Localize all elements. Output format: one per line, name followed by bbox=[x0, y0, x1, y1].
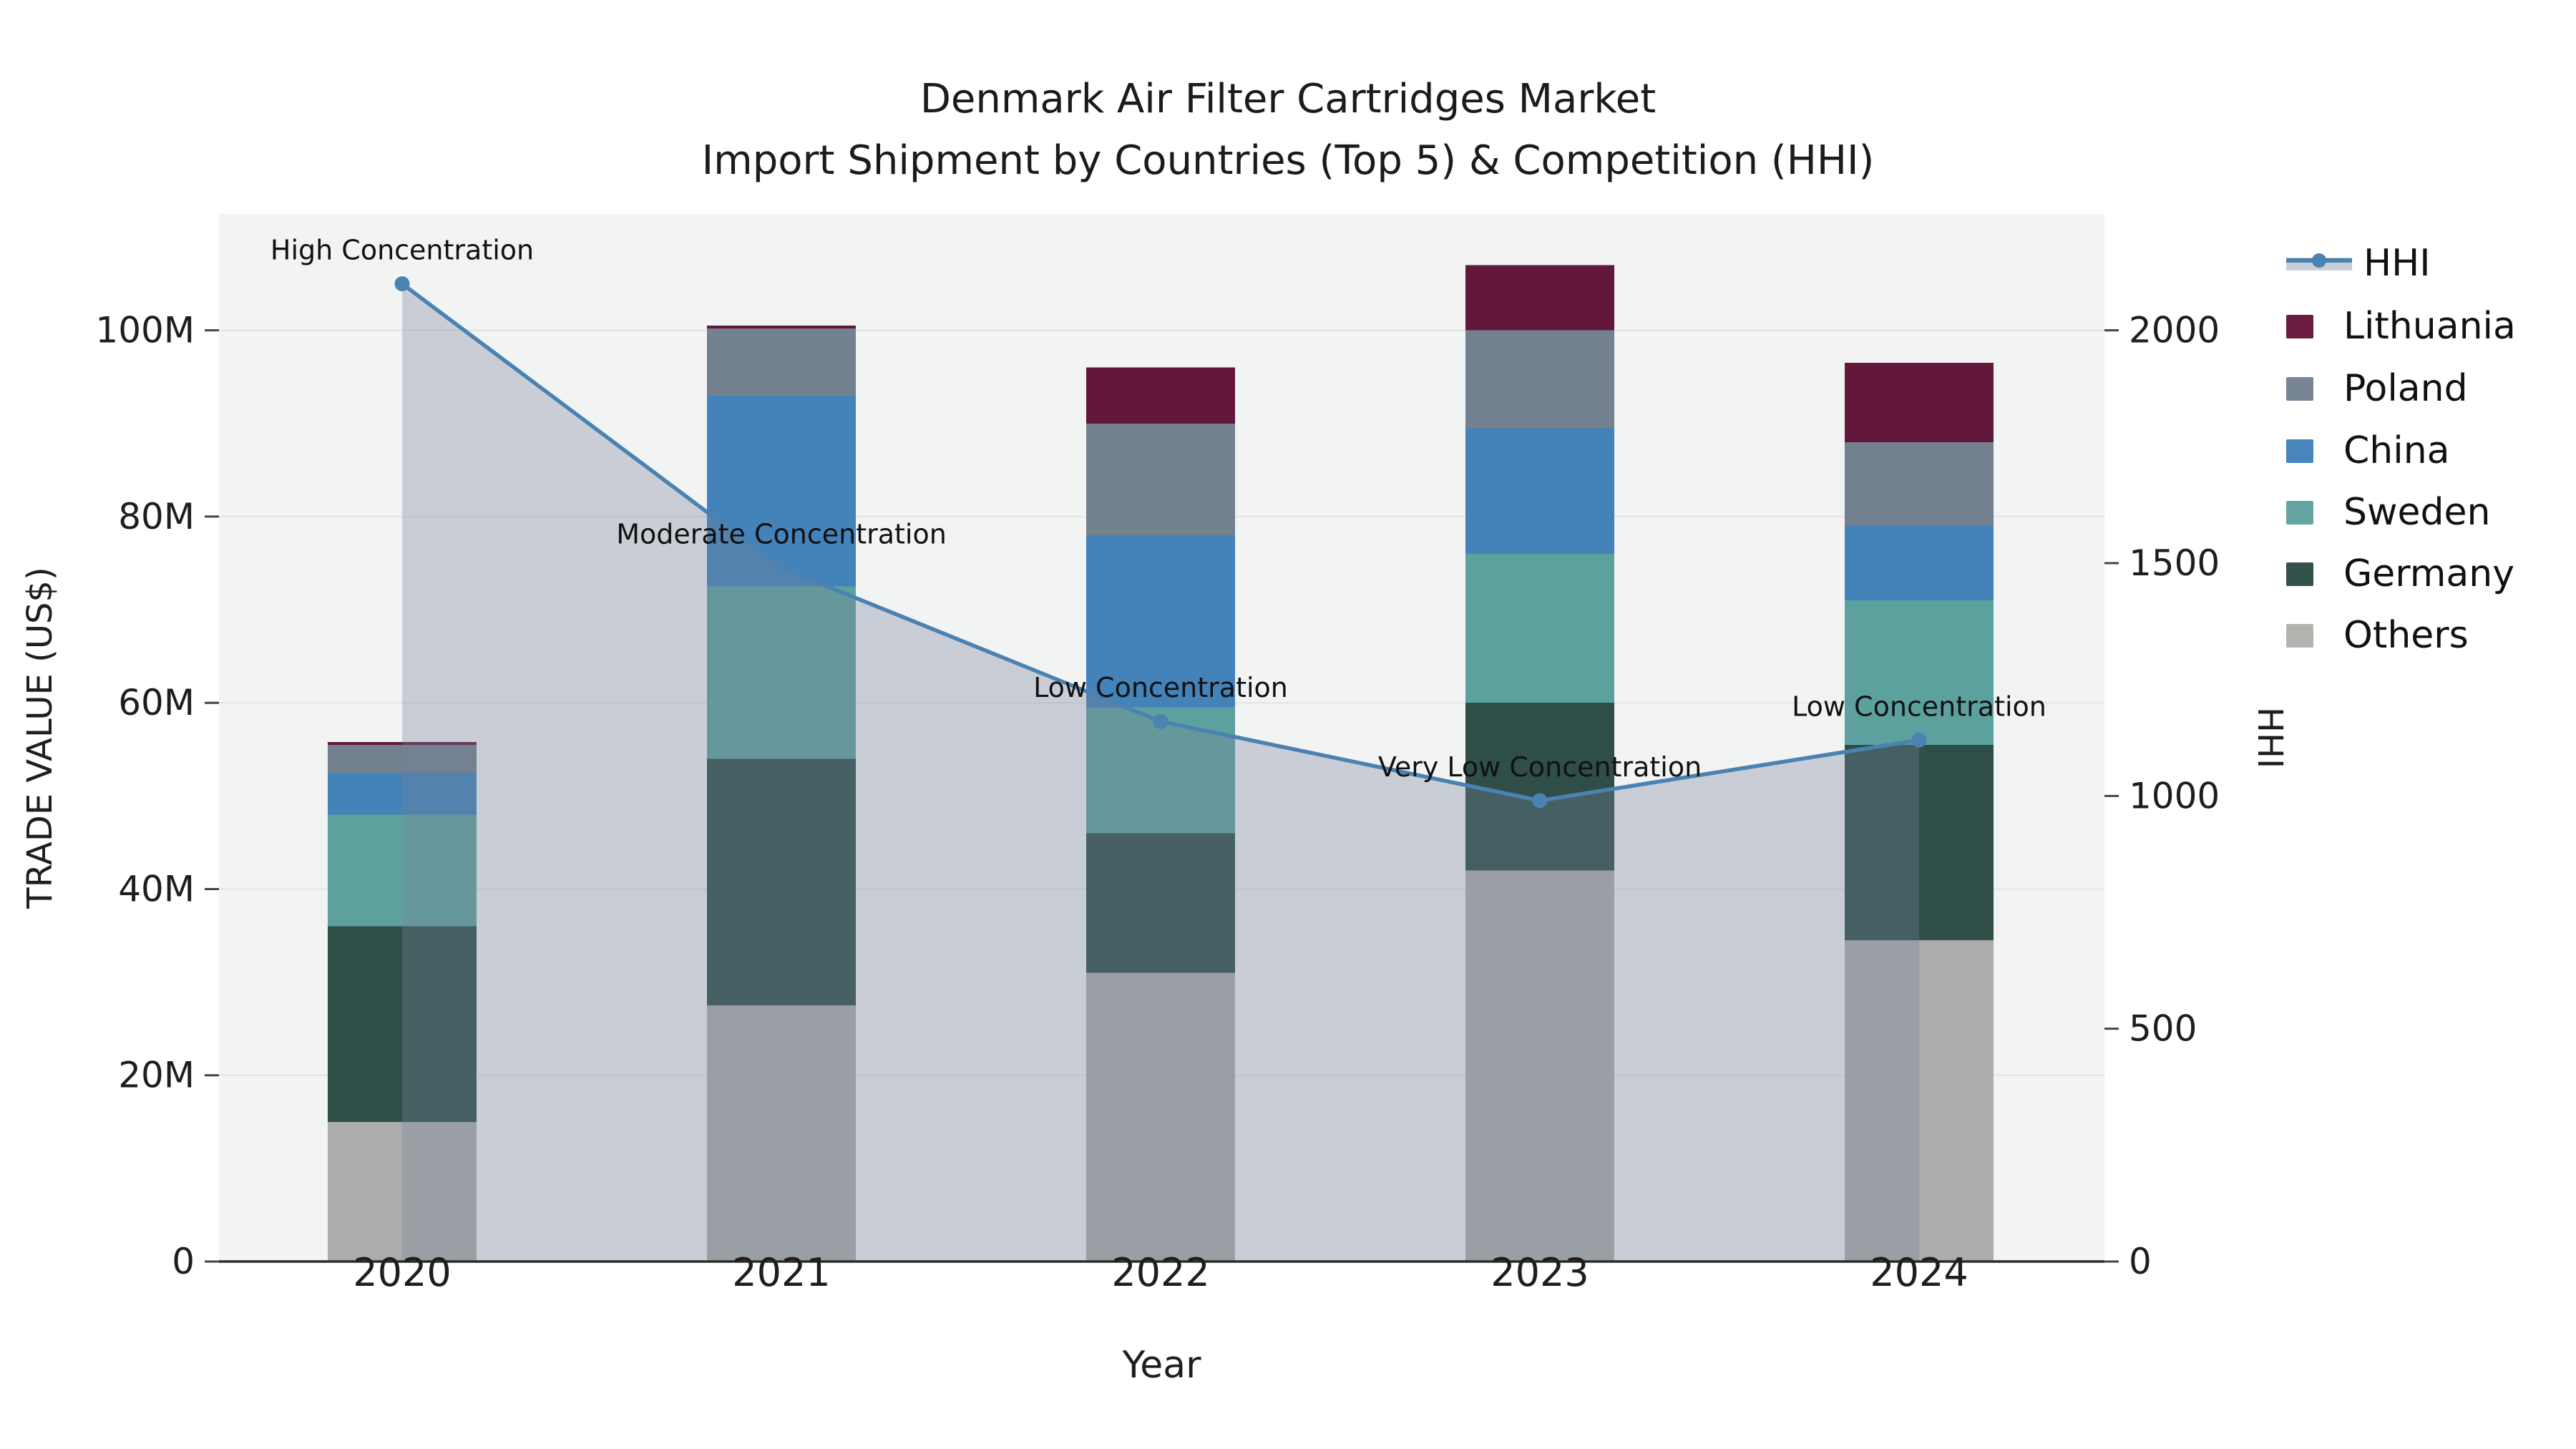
y-right-tick-label: 2000 bbox=[2129, 310, 2220, 351]
bar-segment-others-2020 bbox=[328, 1121, 477, 1262]
bar-segment-others-2023 bbox=[1465, 870, 1614, 1262]
annotation-2020: High Concentration bbox=[270, 235, 534, 266]
x-tick-label-2022: 2022 bbox=[1111, 1250, 1209, 1295]
hhi-marker-2024 bbox=[1911, 732, 1927, 748]
bar-segment-germany-2021 bbox=[707, 758, 856, 1006]
x-tick-label-2023: 2023 bbox=[1491, 1250, 1589, 1295]
y-right-tick-label: 1500 bbox=[2129, 542, 2220, 584]
bar-segment-lithuania-2020 bbox=[328, 741, 477, 745]
bar-segment-others-2022 bbox=[1086, 972, 1235, 1262]
bar-segment-lithuania-2024 bbox=[1845, 363, 1994, 442]
y-left-tick-label: 80M bbox=[118, 496, 195, 537]
bar-segment-germany-2022 bbox=[1086, 833, 1235, 973]
annotation-2023: Very Low Concentration bbox=[1378, 751, 1702, 783]
chart-title-line2: Import Shipment by Countries (Top 5) & C… bbox=[701, 137, 1875, 184]
x-tick-label-2024: 2024 bbox=[1870, 1250, 1968, 1295]
hhi-area-fill bbox=[402, 283, 1919, 1262]
bar-segment-china-2023 bbox=[1465, 428, 1614, 554]
x-tick-label-2020: 2020 bbox=[353, 1250, 451, 1295]
bar-segment-sweden-2020 bbox=[328, 814, 477, 927]
annotation-2021: Moderate Concentration bbox=[616, 519, 947, 550]
bar-segment-germany-2020 bbox=[328, 926, 477, 1122]
bar-segment-germany-2023 bbox=[1465, 703, 1614, 871]
bar-segment-lithuania-2023 bbox=[1465, 265, 1614, 331]
bar-segment-china-2022 bbox=[1086, 535, 1235, 708]
y-left-axis-title: TRADE VALUE (US$) bbox=[20, 567, 60, 909]
bar-segment-poland-2021 bbox=[707, 328, 856, 396]
chart-title: Denmark Air Filter Cartridges Market Imp… bbox=[0, 69, 2576, 192]
bar-segment-germany-2024 bbox=[1845, 744, 1994, 941]
hhi-marker-2023 bbox=[1532, 793, 1548, 809]
bar-segment-others-2024 bbox=[1845, 940, 1994, 1262]
y-left-tick-label: 20M bbox=[118, 1055, 195, 1096]
hhi-marker-2020 bbox=[394, 276, 410, 292]
bar-segment-poland-2022 bbox=[1086, 423, 1235, 535]
bar-segment-sweden-2021 bbox=[707, 586, 856, 759]
x-tick-label-2021: 2021 bbox=[732, 1250, 830, 1295]
bar-segment-poland-2023 bbox=[1465, 330, 1614, 429]
y-left-tick-label: 0 bbox=[172, 1241, 195, 1282]
hhi-marker-2022 bbox=[1153, 713, 1169, 729]
y-left-tick-label: 100M bbox=[95, 310, 195, 351]
bar-segment-sweden-2024 bbox=[1845, 600, 1994, 745]
y-right-tick-label: 500 bbox=[2129, 1008, 2197, 1050]
bar-segment-lithuania-2022 bbox=[1086, 367, 1235, 424]
x-axis-title: Year bbox=[1121, 1344, 1201, 1387]
y-left-tick-label: 40M bbox=[118, 868, 195, 909]
bar-segment-china-2021 bbox=[707, 395, 856, 587]
hhi-marker-2021 bbox=[774, 560, 789, 576]
chart-title-line1: Denmark Air Filter Cartridges Market bbox=[919, 76, 1657, 122]
bar-segment-lithuania-2021 bbox=[707, 326, 856, 329]
y-right-tick-label: 1000 bbox=[2129, 775, 2220, 816]
bar-segment-others-2021 bbox=[707, 1005, 856, 1262]
bar-segment-china-2020 bbox=[328, 772, 477, 815]
y-left-tick-label: 60M bbox=[118, 682, 195, 723]
bar-segment-sweden-2023 bbox=[1465, 553, 1614, 703]
y-right-tick-label: 0 bbox=[2129, 1241, 2152, 1282]
annotation-2022: Low Concentration bbox=[1033, 672, 1288, 703]
bar-segment-poland-2024 bbox=[1845, 441, 1994, 526]
y-right-axis-title: HHI bbox=[2250, 707, 2290, 769]
annotation-2024: Low Concentration bbox=[1792, 691, 2046, 722]
bar-segment-poland-2020 bbox=[328, 744, 477, 773]
bar-segment-china-2024 bbox=[1845, 525, 1994, 601]
